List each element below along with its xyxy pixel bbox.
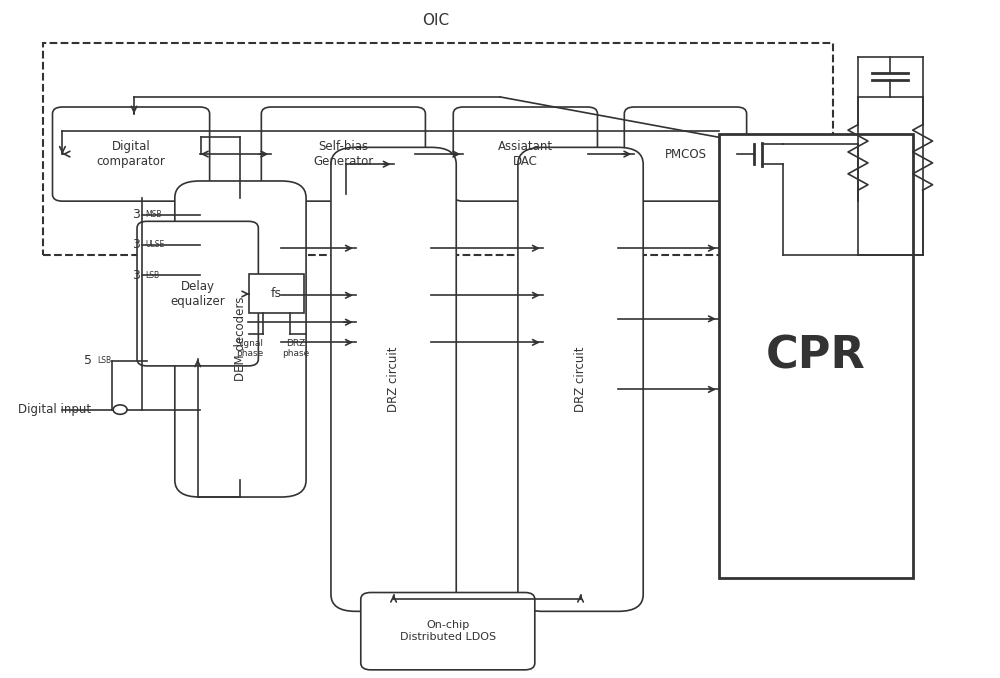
Text: Delay
equalizer: Delay equalizer <box>170 279 225 308</box>
FancyBboxPatch shape <box>175 181 306 497</box>
FancyBboxPatch shape <box>52 107 210 201</box>
FancyBboxPatch shape <box>361 593 535 670</box>
Bar <box>249 275 304 313</box>
Text: Signal
phase: Signal phase <box>235 339 263 359</box>
Text: LSB: LSB <box>97 356 111 365</box>
Text: 3: 3 <box>132 239 140 252</box>
Text: Assiatant
DAC: Assiatant DAC <box>498 140 553 168</box>
Text: PMCOS: PMCOS <box>664 148 706 161</box>
FancyBboxPatch shape <box>261 107 425 201</box>
Text: LSB: LSB <box>145 271 159 279</box>
Text: Digital
comparator: Digital comparator <box>97 140 165 168</box>
Text: DRZ circuit: DRZ circuit <box>387 346 400 412</box>
Text: DRZ circuit: DRZ circuit <box>574 346 587 412</box>
Text: Digital input: Digital input <box>18 403 91 416</box>
FancyBboxPatch shape <box>624 107 747 201</box>
Text: 3: 3 <box>132 208 140 221</box>
Text: 5: 5 <box>84 354 92 367</box>
Text: ULSE: ULSE <box>145 241 164 250</box>
FancyBboxPatch shape <box>331 147 456 612</box>
Bar <box>719 134 913 578</box>
FancyBboxPatch shape <box>453 107 597 201</box>
Text: On-chip
Distributed LDOS: On-chip Distributed LDOS <box>400 620 496 642</box>
Text: OIC: OIC <box>422 14 449 28</box>
Bar <box>43 43 833 255</box>
FancyBboxPatch shape <box>518 147 643 612</box>
FancyBboxPatch shape <box>137 221 258 366</box>
Text: DEM decoders: DEM decoders <box>234 297 247 381</box>
Text: DRZ
phase: DRZ phase <box>283 339 310 359</box>
Text: CPR: CPR <box>765 334 865 378</box>
Text: fs: fs <box>271 287 282 300</box>
Text: MSB: MSB <box>145 210 161 219</box>
Text: Self-bias
Generator: Self-bias Generator <box>313 140 374 168</box>
Text: 3: 3 <box>132 268 140 281</box>
